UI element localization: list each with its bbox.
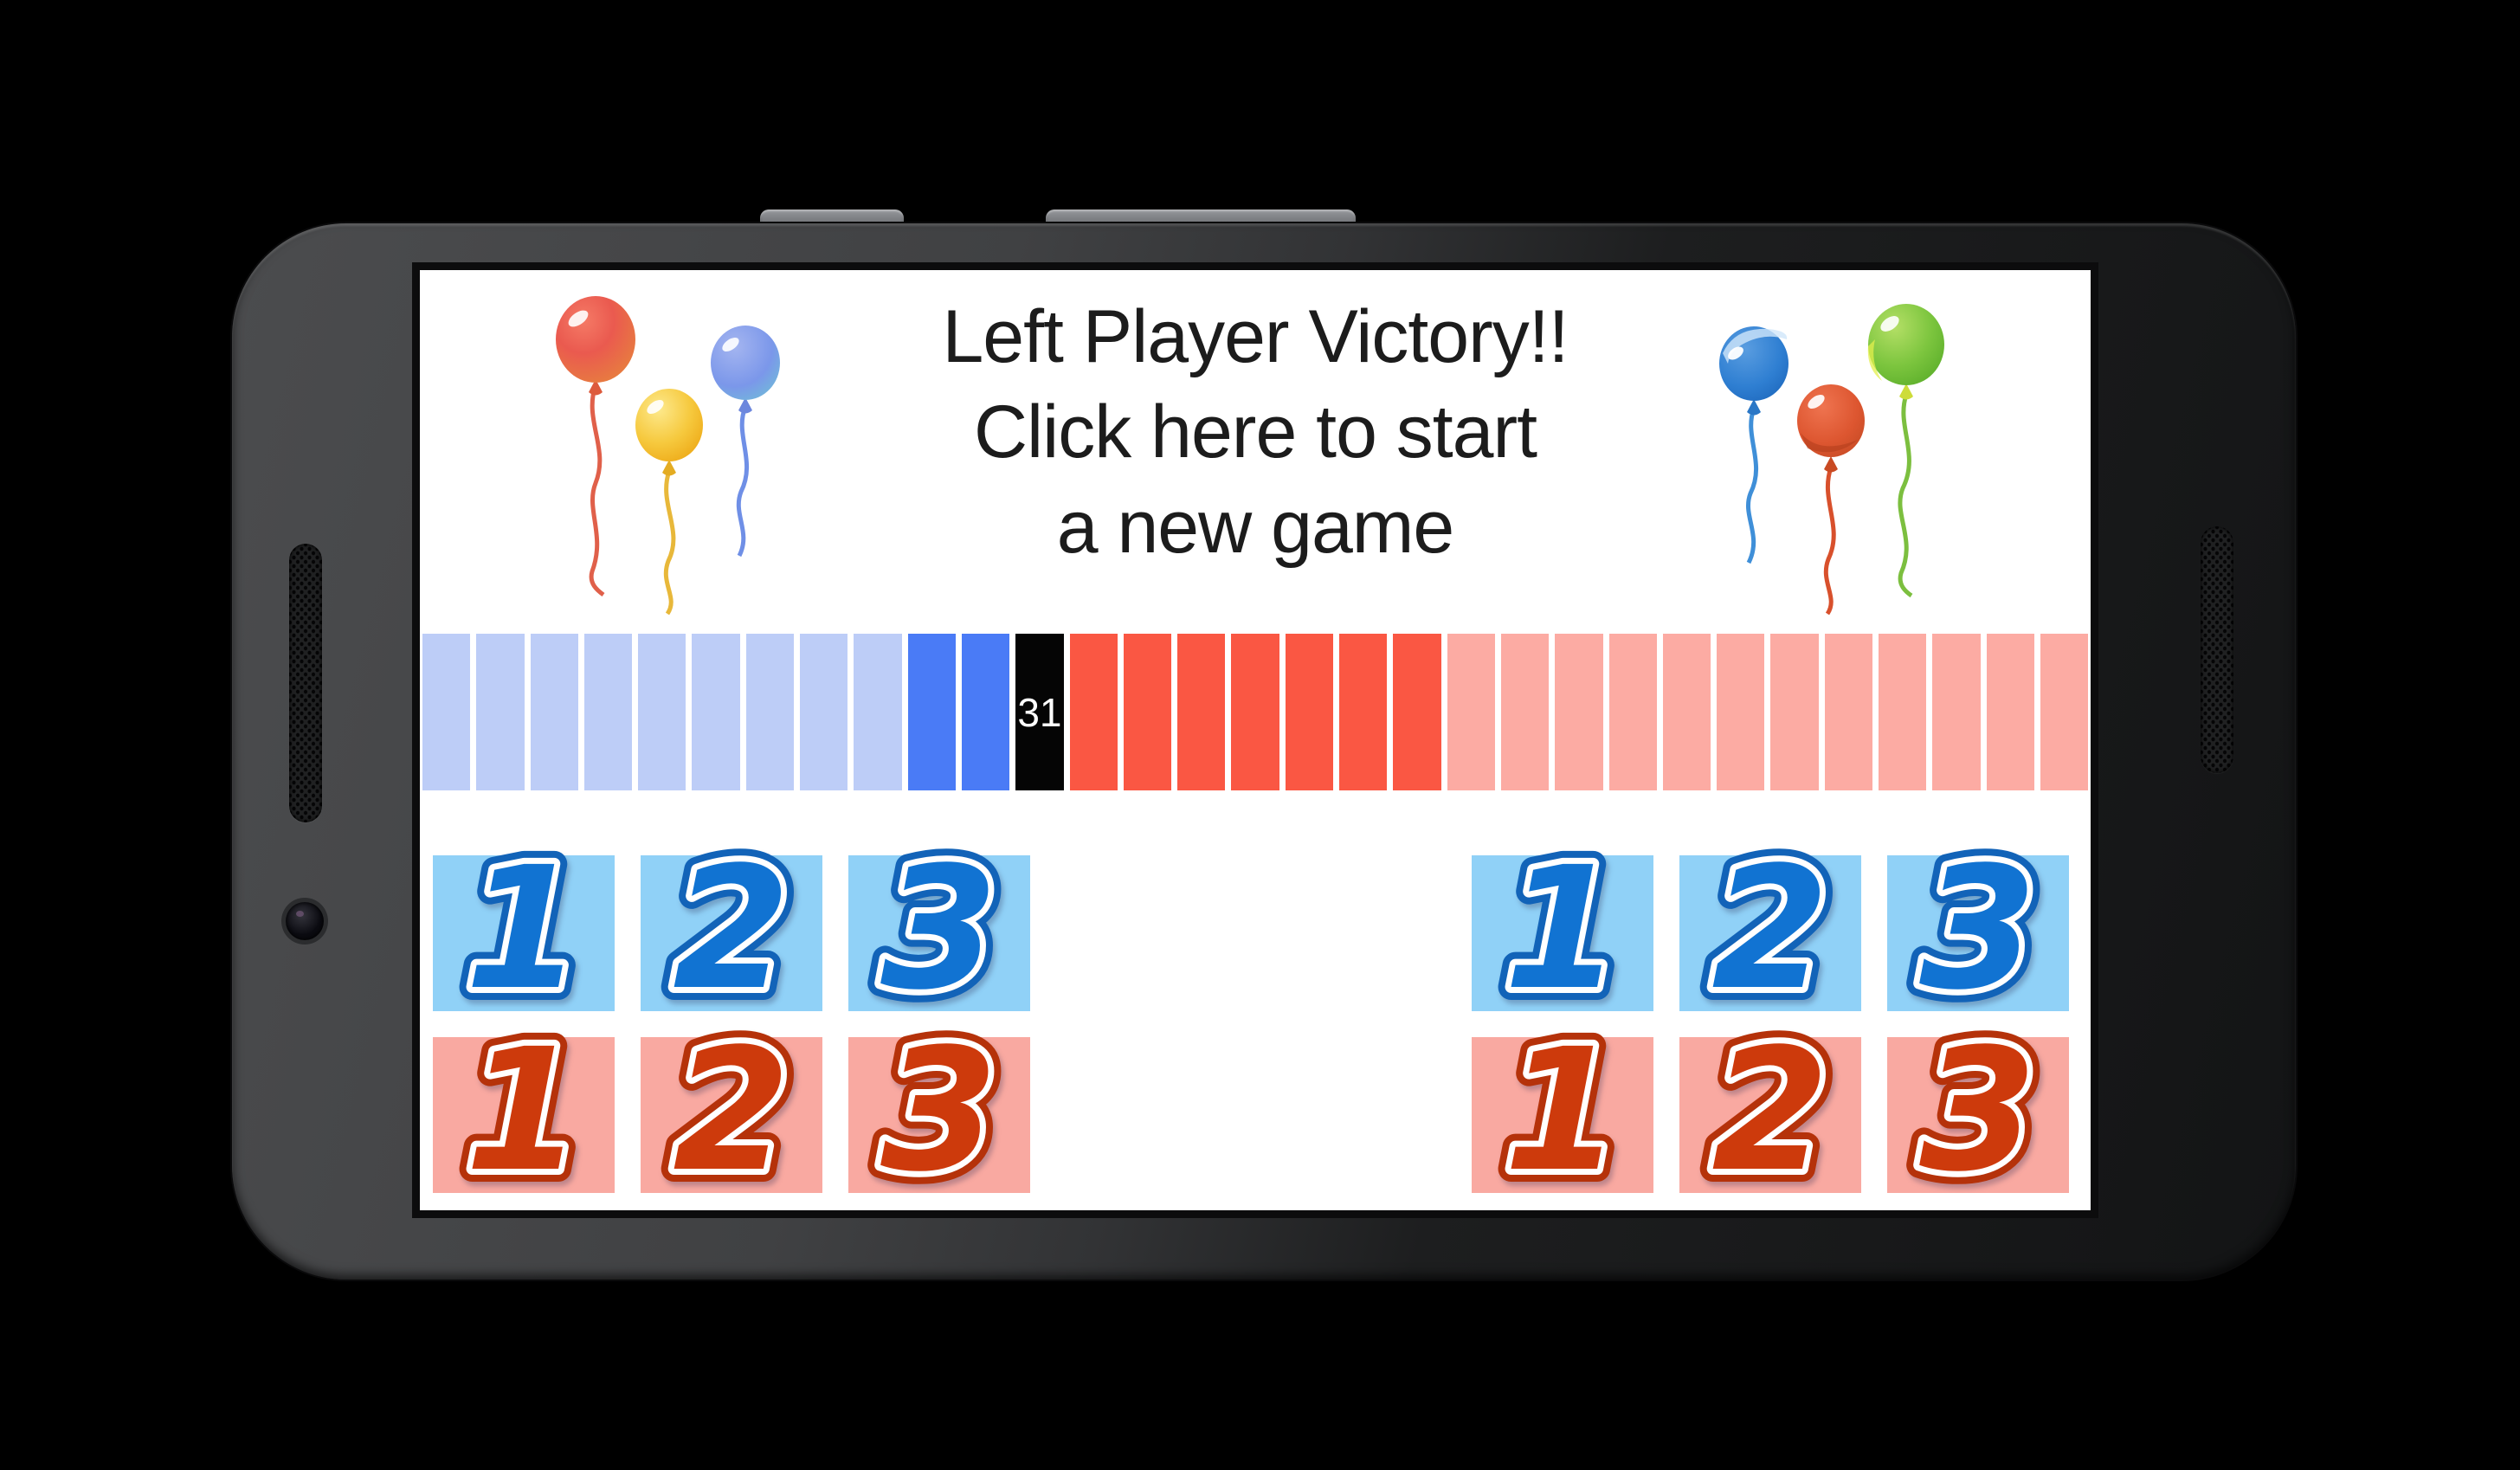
yellow-balloon-icon bbox=[635, 389, 703, 615]
svg-text:2: 2 bbox=[1711, 830, 1829, 1027]
number-line-segment bbox=[1824, 634, 1873, 790]
svg-text:2: 2 bbox=[1711, 1012, 1829, 1209]
svg-text:3: 3 bbox=[880, 830, 998, 1027]
number-line-segment bbox=[1447, 634, 1495, 790]
number-line-segment bbox=[1608, 634, 1657, 790]
number-line-segment bbox=[800, 634, 848, 790]
number-line: 31 bbox=[422, 634, 2089, 790]
svg-text:2: 2 bbox=[673, 1012, 790, 1209]
svg-text:2: 2 bbox=[1711, 1012, 1829, 1209]
front-camera-icon bbox=[286, 902, 324, 940]
svg-text:1: 1 bbox=[1504, 830, 1621, 1027]
svg-text:3: 3 bbox=[1919, 830, 2037, 1027]
number-line-segment bbox=[1555, 634, 1603, 790]
number-line-segment bbox=[1717, 634, 1765, 790]
svg-text:1: 1 bbox=[465, 830, 583, 1027]
svg-text:2: 2 bbox=[673, 1012, 790, 1209]
number-line-segment bbox=[854, 634, 902, 790]
current-position-label: 31 bbox=[1017, 689, 1062, 735]
title-line: Click here to start bbox=[973, 390, 1537, 474]
svg-text:3: 3 bbox=[880, 1012, 998, 1209]
green-balloon-icon bbox=[1867, 304, 1944, 598]
number-line-segment bbox=[1393, 634, 1441, 790]
number-line-segment bbox=[1500, 634, 1550, 790]
svg-text:3: 3 bbox=[880, 830, 998, 1027]
number-line-segment bbox=[422, 634, 471, 790]
phone-body: Left Player Victory!! Click here to star… bbox=[232, 223, 2296, 1280]
right-balloons-decoration bbox=[1719, 304, 1944, 615]
svg-text:3: 3 bbox=[1919, 1012, 2037, 1209]
number-line-segment bbox=[1770, 634, 1819, 790]
new-game-button[interactable]: Left Player Victory!! Click here to star… bbox=[736, 289, 1775, 575]
number-line-segment bbox=[692, 634, 740, 790]
blue-balloon-icon bbox=[711, 326, 780, 558]
title-line: Left Player Victory!! bbox=[942, 295, 1569, 378]
number-line-segment bbox=[961, 634, 1010, 790]
red-balloon-icon bbox=[556, 296, 635, 597]
number-line-segment bbox=[1231, 634, 1279, 790]
svg-text:1: 1 bbox=[1504, 1012, 1621, 1209]
left-balloons-decoration bbox=[556, 296, 780, 615]
blue-balloon-icon bbox=[1719, 326, 1788, 564]
number-line-segment bbox=[745, 634, 795, 790]
number-line-segment bbox=[638, 634, 686, 790]
svg-text:3: 3 bbox=[880, 1012, 998, 1209]
number-line-segment bbox=[1069, 634, 1118, 790]
red-balloon-icon bbox=[1797, 384, 1865, 615]
app-screen: Left Player Victory!! Click here to star… bbox=[420, 270, 2091, 1222]
current-position-segment: 31 bbox=[1015, 634, 1064, 790]
number-line-segment bbox=[1339, 634, 1388, 790]
svg-text:2: 2 bbox=[1711, 830, 1829, 1027]
number-line-segment bbox=[530, 634, 578, 790]
title-line: a new game bbox=[1056, 486, 1455, 570]
svg-text:1: 1 bbox=[465, 1012, 583, 1209]
svg-text:3: 3 bbox=[1919, 830, 2037, 1027]
number-line-segment bbox=[1662, 634, 1711, 790]
number-line-segment bbox=[1879, 634, 1927, 790]
svg-text:1: 1 bbox=[465, 1012, 583, 1209]
number-line-segment bbox=[1986, 634, 2034, 790]
number-line-segment bbox=[1285, 634, 1334, 790]
number-line-segment bbox=[1177, 634, 1226, 790]
svg-text:2: 2 bbox=[673, 830, 790, 1027]
svg-text:1: 1 bbox=[1504, 1012, 1621, 1209]
svg-text:3: 3 bbox=[1919, 1012, 2037, 1209]
left-speaker-grille-icon bbox=[289, 544, 322, 822]
right-speaker-grille-icon bbox=[2201, 526, 2233, 773]
svg-text:2: 2 bbox=[673, 830, 790, 1027]
number-line-segment bbox=[907, 634, 956, 790]
svg-text:1: 1 bbox=[465, 830, 583, 1027]
number-line-segment bbox=[1123, 634, 1172, 790]
number-line-segment bbox=[476, 634, 525, 790]
number-line-segment bbox=[583, 634, 633, 790]
svg-text:1: 1 bbox=[1504, 830, 1621, 1027]
number-line-segment bbox=[1932, 634, 1981, 790]
number-line-segment bbox=[2040, 634, 2089, 790]
